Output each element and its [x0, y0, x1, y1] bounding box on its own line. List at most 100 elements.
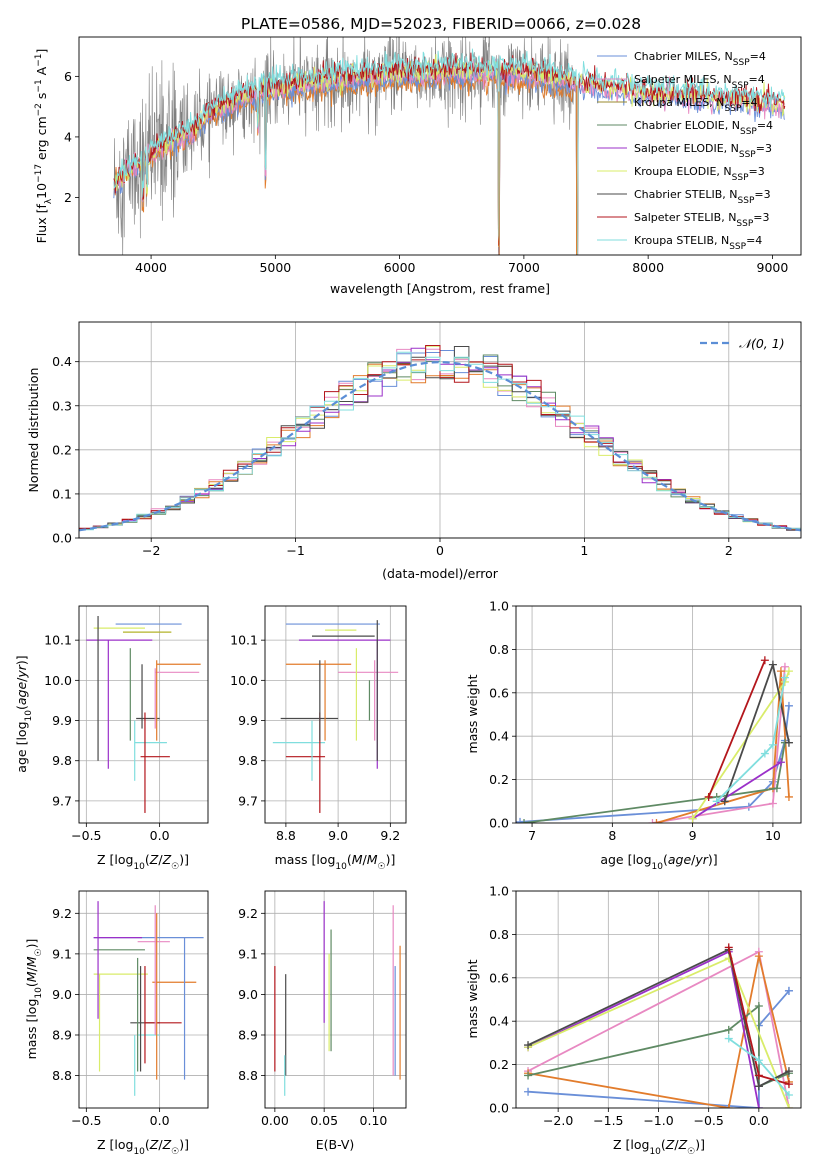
x-tick-label: 4000: [135, 260, 167, 275]
y-tick-label: 1.0: [489, 599, 509, 614]
weight-point-marker: [524, 1041, 533, 1050]
weight-point-marker: [784, 792, 793, 801]
x-tick-label: 0.10: [360, 1113, 388, 1128]
weight-point-marker: [648, 819, 657, 823]
x-tick-label: −0.5: [71, 1113, 101, 1128]
x-tick-label: 7: [528, 828, 536, 843]
y-axis-label: Normed distribution: [26, 368, 41, 493]
figure-title: PLATE=0586, MJD=52023, FIBERID=0066, z=0…: [241, 15, 641, 33]
y-tick-label: 10.1: [44, 633, 72, 648]
x-tick-label: 0.0: [150, 1113, 170, 1128]
plot-area-weight_vs_Z: [516, 891, 801, 1108]
weight-point-marker: [754, 1071, 763, 1080]
weight-point-marker: [712, 797, 721, 806]
weight-point-marker: [754, 1104, 763, 1108]
spectrum-model-line: [113, 48, 786, 255]
y-tick-label: 0.8: [489, 927, 509, 942]
x-tick-label: 8000: [632, 260, 664, 275]
x-tick-label: 9.0: [328, 828, 348, 843]
legend-label: Chabrier MILES, NSSP=4: [634, 50, 766, 68]
x-tick-label: −0.5: [71, 828, 101, 843]
y-tick-label: 9.2: [52, 906, 72, 921]
y-tick-label: 4: [64, 129, 72, 144]
x-tick-label: 2: [725, 543, 733, 558]
x-tick-label: 5000: [259, 260, 291, 275]
panel-weight_vs_age: 7 8 9 10 0.0 0.2 0.4 0.6 0.8 1.0 age [log10(age/yr…: [465, 599, 802, 872]
weight-point-marker: [768, 660, 777, 669]
weight-point-marker: [516, 817, 525, 823]
y-axis-label: mass weight: [465, 674, 480, 753]
plot-area-mass_vs_Z: [79, 891, 208, 1108]
weight-point-marker: [724, 1104, 733, 1108]
legend-label: Kroupa ELODIE, NSSP=3: [634, 165, 765, 183]
y-axis-label: mass [log10(M/M☉)]: [24, 939, 44, 1060]
x-tick-label: 0.0: [150, 828, 170, 843]
y-tick-label: 0.0: [489, 1101, 509, 1116]
y-tick-label: 6: [64, 69, 72, 84]
y-tick-label: 0.8: [489, 642, 509, 657]
legend-label: Chabrier STELIB, NSSP=3: [634, 188, 771, 206]
y-axis-label: Flux [fλ10−17 erg cm−2 s−1 A−1]: [34, 49, 54, 244]
weight-point-marker: [760, 749, 769, 758]
axes-frame: [515, 605, 802, 824]
x-tick-label: −2: [142, 543, 160, 558]
plot-area-age_vs_mass: [265, 606, 406, 823]
weight-series-line: [692, 761, 782, 820]
y-tick-label: 9.8: [52, 753, 72, 768]
y-tick-label: 0.6: [489, 685, 509, 700]
legend-label: Salpeter STELIB, NSSP=3: [634, 211, 770, 229]
x-tick-label: −0.5: [693, 1113, 723, 1128]
panel-age_vs_mass: 8.8 9.0 9.2 9.7 9.8 9.9 10.0 10.1 mass [log10(M/…: [230, 605, 407, 872]
y-tick-label: 8.8: [52, 1068, 72, 1083]
x-tick-label: 9: [689, 828, 697, 843]
weight-series-line: [656, 671, 790, 823]
x-axis-label: Z [log10(Z/Z☉)]: [97, 1137, 189, 1157]
x-tick-label: 0.00: [261, 1113, 289, 1128]
weight-point-marker: [784, 1090, 793, 1099]
x-tick-label: −1: [286, 543, 304, 558]
x-tick-label: 7000: [508, 260, 540, 275]
x-axis-label: age [log10(age/yr)]: [600, 852, 717, 872]
weight-point-marker: [754, 1082, 763, 1091]
y-tick-label: 0.6: [489, 970, 509, 985]
normal-curve: [79, 360, 801, 532]
axes-frame: [78, 36, 802, 256]
weight-point-marker: [784, 1067, 793, 1076]
y-tick-label: 9.9: [238, 713, 258, 728]
panels: 4000 5000 6000 7000 8000 9000 2 4 6 Chabrier MILE…: [14, 36, 802, 1157]
spectrum-model-line: [113, 52, 786, 255]
weight-point-marker: [784, 986, 793, 995]
panel-residuals: −2 −1 0 1 2 0.0 0.1 0.2 0.3 0.4 𝒩(0, 1) (data-model…: [26, 321, 802, 581]
axes-frame: [78, 605, 209, 824]
plot-area-spectrum: [113, 37, 786, 255]
weight-point-marker: [784, 1104, 793, 1108]
axes-frame: [264, 605, 407, 824]
weight-point-marker: [772, 784, 781, 793]
panel-mass_vs_ebv: 0.00 0.05 0.10 8.8 8.9 9.0 9.1 9.2 E(B-V): [238, 890, 407, 1152]
x-tick-label: 10: [765, 828, 781, 843]
weight-point-marker: [704, 792, 713, 801]
x-axis-label: Z [log10(Z/Z☉)]: [613, 1137, 705, 1157]
y-tick-label: 10.0: [44, 673, 72, 688]
x-tick-label: 8.8: [276, 828, 296, 843]
plot-area-weight_vs_age: [516, 606, 801, 823]
plot-area-age_vs_Z: [79, 606, 208, 823]
weight-point-marker: [652, 819, 661, 823]
weight-point-marker: [724, 1034, 733, 1043]
histogram-step: [79, 351, 801, 531]
x-axis-label: E(B-V): [316, 1137, 355, 1152]
weight-point-marker: [768, 799, 777, 808]
y-tick-label: 0.2: [489, 772, 509, 787]
y-tick-label: 10.0: [230, 673, 258, 688]
weight-series-line: [716, 677, 786, 802]
weight-point-marker: [784, 701, 793, 710]
y-tick-label: 9.2: [238, 906, 258, 921]
x-axis-label: Z [log10(Z/Z☉)]: [97, 852, 189, 872]
weight-point-marker: [784, 667, 793, 676]
weight-point-marker: [760, 656, 769, 665]
y-tick-label: 0.4: [489, 1014, 509, 1029]
weight-point-marker: [768, 740, 777, 749]
weight-point-marker: [688, 814, 697, 823]
